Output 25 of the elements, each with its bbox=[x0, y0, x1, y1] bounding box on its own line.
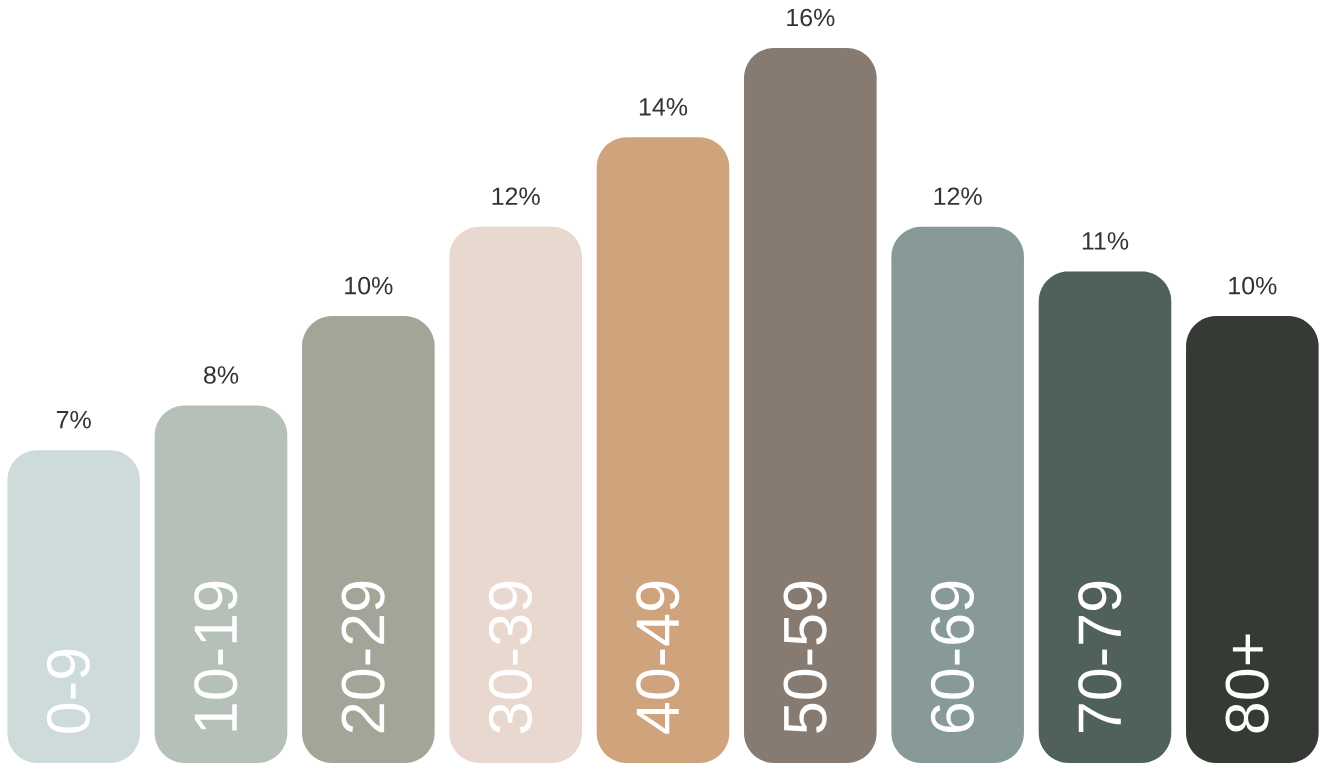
bar bbox=[302, 316, 435, 763]
bar bbox=[1186, 316, 1319, 763]
x-tick-label: 10-19 bbox=[194, 581, 238, 731]
data-label: 12% bbox=[934, 187, 982, 205]
bar bbox=[596, 137, 730, 763]
data-label: 10% bbox=[1229, 276, 1277, 295]
data-label: 7% bbox=[56, 410, 91, 429]
x-tick-label: 70-79 bbox=[1078, 581, 1122, 733]
data-label: 11% bbox=[1082, 232, 1129, 250]
x-tick-label: 80+ bbox=[1225, 634, 1269, 733]
bar bbox=[891, 226, 1024, 763]
bar bbox=[449, 226, 582, 763]
data-label: 16% bbox=[787, 8, 835, 27]
data-label: 10% bbox=[345, 276, 393, 295]
data-label: 8% bbox=[204, 366, 239, 384]
x-tick-label: 40-49 bbox=[636, 581, 680, 734]
bar bbox=[744, 47, 877, 763]
x-tick-label: 50-59 bbox=[783, 581, 827, 733]
bar bbox=[7, 450, 140, 763]
data-label: 14% bbox=[639, 98, 688, 116]
x-tick-label: 60-69 bbox=[930, 581, 975, 733]
x-tick-label: 20-29 bbox=[341, 581, 385, 733]
bar bbox=[154, 405, 288, 763]
data-label: 12% bbox=[492, 187, 540, 205]
bar bbox=[1038, 271, 1172, 763]
